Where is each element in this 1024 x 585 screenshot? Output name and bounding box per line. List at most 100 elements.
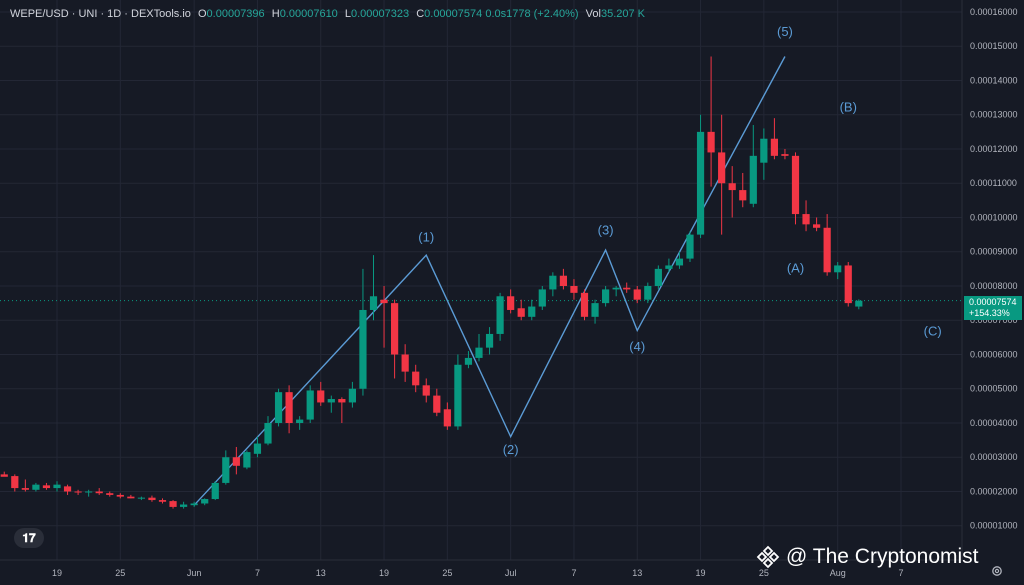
candle xyxy=(644,282,652,304)
candle xyxy=(834,262,842,280)
open-label: O xyxy=(197,8,207,20)
candle-body xyxy=(348,388,356,403)
candle xyxy=(675,251,684,269)
candle-body xyxy=(63,486,72,492)
candle xyxy=(32,482,40,492)
candle xyxy=(401,344,409,382)
candle xyxy=(85,489,93,497)
candle xyxy=(169,500,177,509)
candle-body xyxy=(559,275,567,286)
candle-body xyxy=(222,457,230,483)
low-label: L xyxy=(344,8,351,20)
candle-body xyxy=(686,234,694,259)
candle xyxy=(781,148,789,160)
candle-body xyxy=(412,371,420,386)
candle-body xyxy=(580,292,589,317)
y-tick-label: 0.00014000 xyxy=(970,75,1018,85)
elliott-wave-line xyxy=(193,56,786,506)
candle xyxy=(602,285,610,307)
candle xyxy=(770,118,778,160)
change-value: 0.0s1778 (+2.40%) xyxy=(485,8,579,20)
candle xyxy=(274,388,283,427)
candle xyxy=(728,166,736,218)
price-axis: 0.00016000 0.00015000 0.00014000 0.00013000… xyxy=(961,0,1024,585)
candle xyxy=(813,217,821,232)
candle-body xyxy=(760,138,768,163)
candle-body xyxy=(813,224,821,228)
chart-header: WEPE/USD · UNI · 1D · DEXTools.io O0.000… xyxy=(10,8,645,20)
x-tick-label: 19 xyxy=(379,568,389,578)
y-tick-label: 0.00013000 xyxy=(970,110,1018,120)
high-value: 0.00007610 xyxy=(279,8,338,20)
candle-body xyxy=(253,443,262,454)
candle xyxy=(507,289,515,314)
gear-icon[interactable] xyxy=(990,564,1004,578)
candle-body xyxy=(369,296,378,310)
candle-body xyxy=(454,364,462,427)
current-price-badge: 0.00007574 +154.33% xyxy=(964,296,1022,320)
candle-body xyxy=(633,289,641,300)
candle-body xyxy=(623,287,631,290)
candle-body xyxy=(11,476,19,489)
candle-body xyxy=(137,497,145,499)
candle xyxy=(380,285,388,348)
candle xyxy=(485,327,494,355)
candle xyxy=(232,446,240,475)
candle-body xyxy=(21,488,29,490)
candle xyxy=(264,416,272,446)
candle-body xyxy=(538,289,546,307)
candle xyxy=(137,496,145,501)
candle-body xyxy=(317,390,325,403)
y-tick-label: 0.00002000 xyxy=(970,486,1018,496)
candle xyxy=(338,397,346,423)
candle xyxy=(327,395,335,413)
wave-label: (2) xyxy=(503,442,519,457)
candle xyxy=(180,501,188,509)
candle xyxy=(95,488,103,495)
y-tick-label: 0.00003000 xyxy=(970,452,1018,462)
candle xyxy=(844,262,852,307)
candle-body xyxy=(834,265,842,273)
candles-layer xyxy=(0,56,863,509)
candle xyxy=(823,214,831,276)
candle xyxy=(570,279,578,300)
candle-body xyxy=(475,347,483,358)
candle-body xyxy=(749,155,757,204)
candle-body xyxy=(823,227,831,273)
candle xyxy=(538,285,546,310)
candle xyxy=(317,381,325,406)
candle-body xyxy=(591,303,599,317)
candle-body xyxy=(391,303,399,355)
price-axis-bg xyxy=(962,0,1024,585)
candle-body xyxy=(602,289,610,304)
candle xyxy=(760,128,768,180)
candle xyxy=(148,495,156,502)
close-label: C xyxy=(416,8,425,20)
candle xyxy=(369,255,378,321)
candle xyxy=(296,416,304,430)
candle-body xyxy=(380,299,388,304)
tradingview-logo-icon[interactable]: 𝟏𝟕 xyxy=(14,528,44,548)
x-tick-label: 13 xyxy=(632,568,642,578)
x-tick-label: 7 xyxy=(571,568,576,578)
candle-body xyxy=(180,504,188,507)
candle-body xyxy=(232,457,240,466)
y-tick-label: 0.00008000 xyxy=(970,281,1018,291)
candle-body xyxy=(85,491,93,493)
candle-body xyxy=(359,309,367,389)
x-tick-label: 19 xyxy=(696,568,706,578)
candle xyxy=(633,285,641,304)
x-tick-label: 25 xyxy=(115,568,125,578)
candle-body xyxy=(116,494,124,497)
candle xyxy=(0,471,8,477)
wave-label: (B) xyxy=(840,99,857,114)
candle xyxy=(222,450,230,485)
current-price-change: +154.33% xyxy=(969,308,1010,318)
candle-body xyxy=(0,474,8,477)
x-tick-label: 13 xyxy=(316,568,326,578)
candle-body xyxy=(528,306,536,317)
candle xyxy=(443,402,451,430)
y-tick-label: 0.00006000 xyxy=(970,349,1018,359)
candle-body xyxy=(201,499,209,504)
